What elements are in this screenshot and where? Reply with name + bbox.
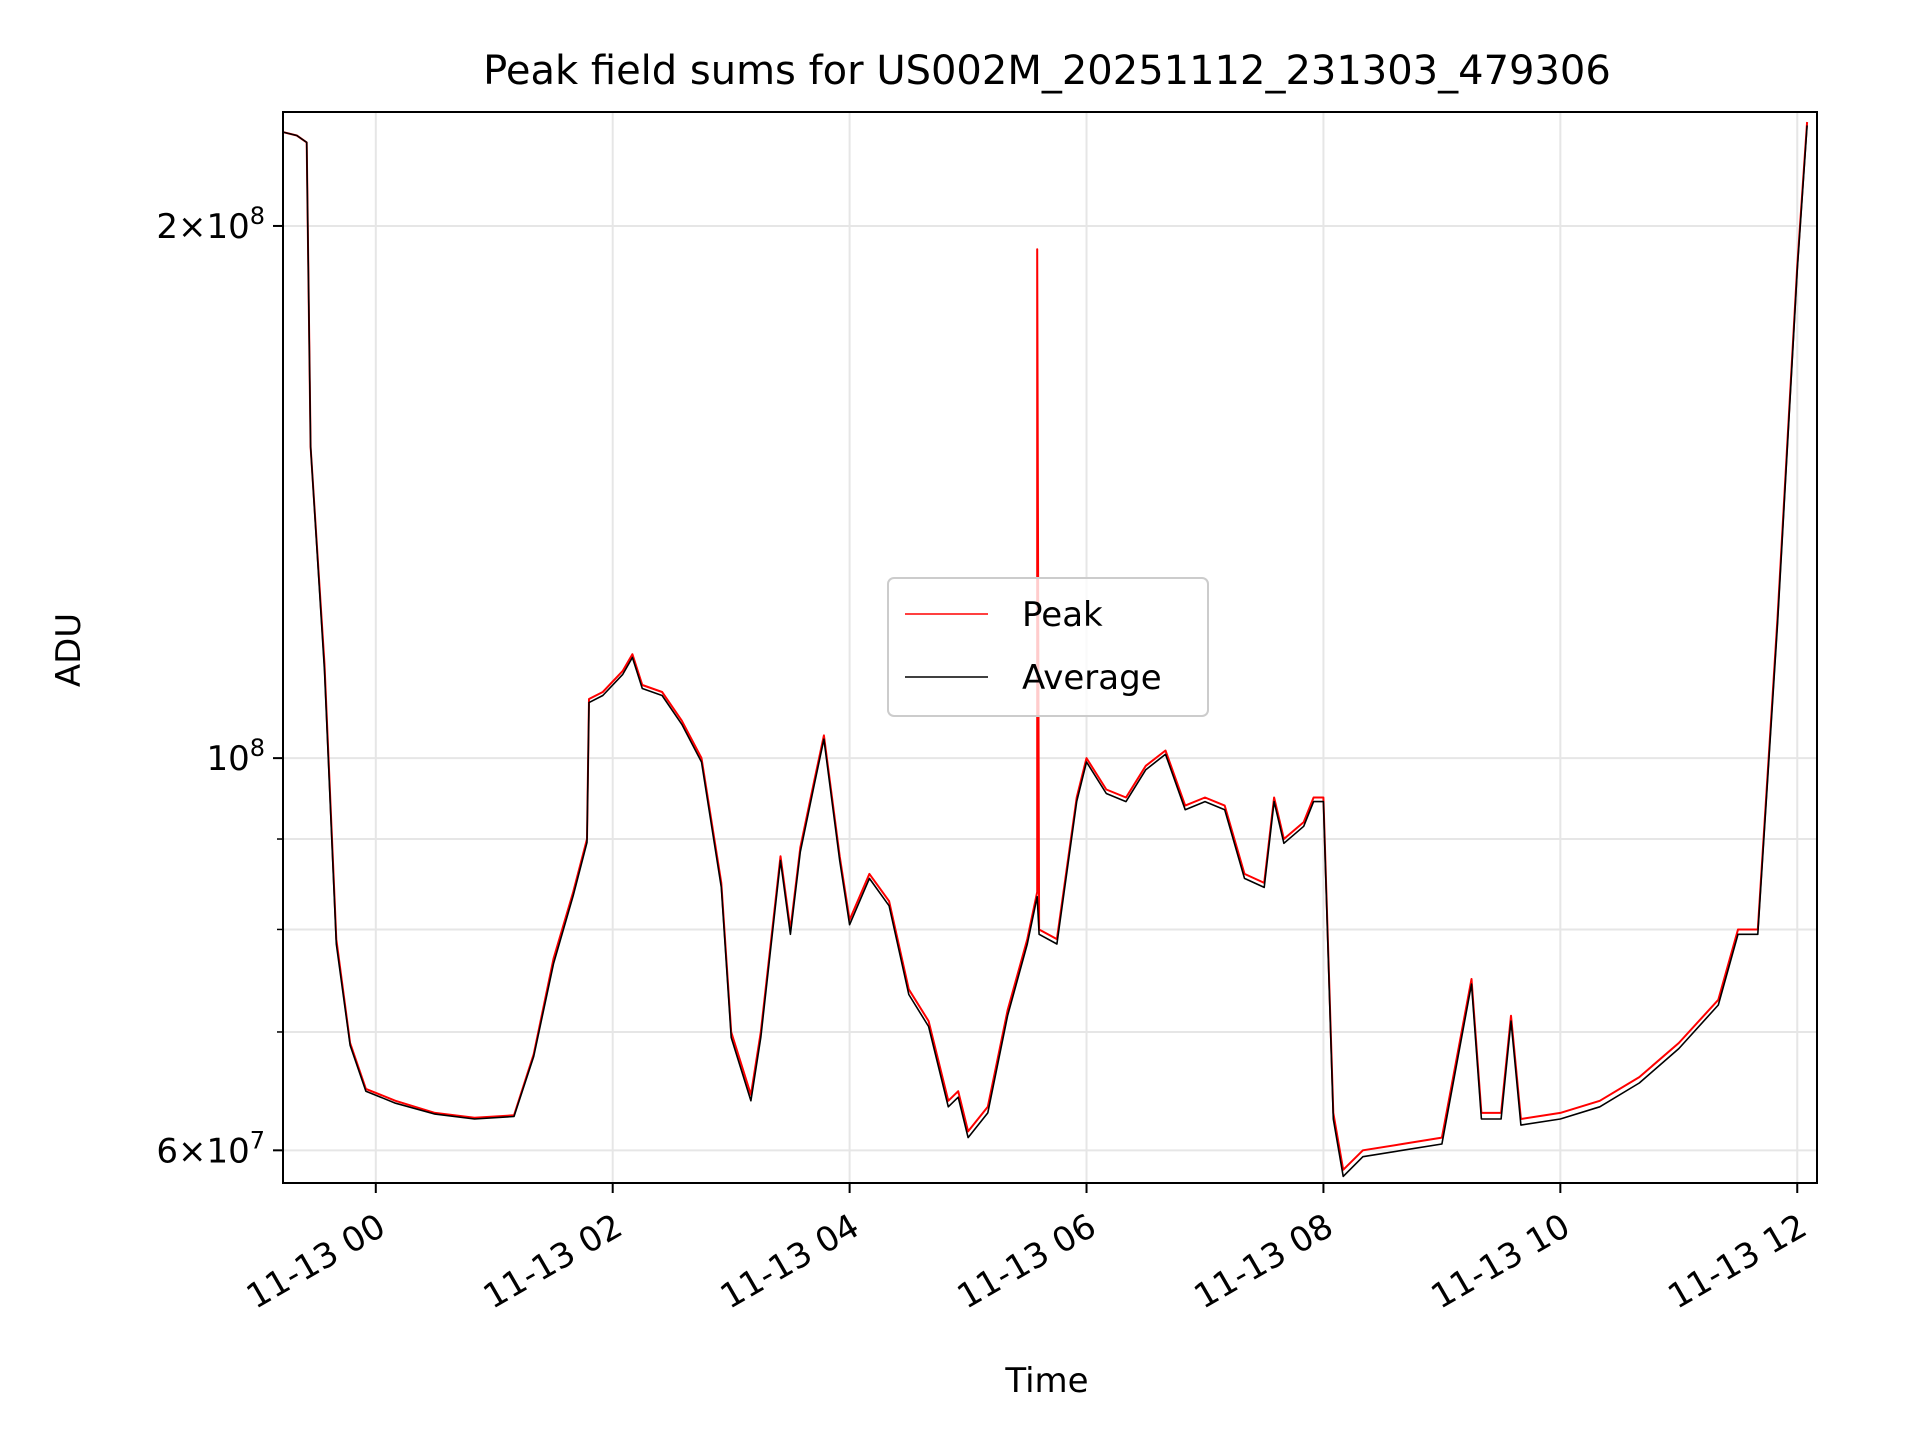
x-tick-label: 11-13 06 bbox=[951, 1206, 1103, 1317]
axes-frame bbox=[282, 111, 1818, 1184]
x-tick-label: 11-13 10 bbox=[1424, 1206, 1576, 1317]
x-tick-label: 11-13 02 bbox=[477, 1206, 629, 1317]
legend: Peak Average bbox=[887, 577, 1209, 717]
series-line-peak bbox=[283, 121, 1809, 1171]
y-tick-label: 6×107 bbox=[156, 1126, 265, 1171]
chart-title: Peak field sums for US002M_20251112_2313… bbox=[483, 48, 1611, 94]
legend-label-peak: Peak bbox=[1022, 595, 1103, 635]
x-tick-label: 11-13 00 bbox=[240, 1206, 392, 1317]
x-tick-label: 11-13 04 bbox=[714, 1206, 866, 1317]
x-axis-label: Time bbox=[1004, 1361, 1088, 1401]
legend-label-average: Average bbox=[1022, 658, 1162, 698]
legend-box bbox=[887, 577, 1209, 717]
y-tick-label: 108 bbox=[206, 734, 265, 779]
y-axis-ticks: 2×108 108 6×107 bbox=[156, 202, 283, 1171]
x-tick-label: 11-13 08 bbox=[1188, 1206, 1340, 1317]
plot-lines bbox=[283, 121, 1809, 1178]
y-axis-label: ADU bbox=[49, 613, 89, 687]
x-axis-ticks: 11-13 00 11-13 02 11-13 04 11-13 06 11-13 08… bbox=[240, 1183, 1814, 1317]
y-tick-label: 2×108 bbox=[156, 202, 265, 247]
x-tick-label: 11-13 12 bbox=[1661, 1206, 1813, 1317]
series-line-average bbox=[283, 125, 1808, 1178]
